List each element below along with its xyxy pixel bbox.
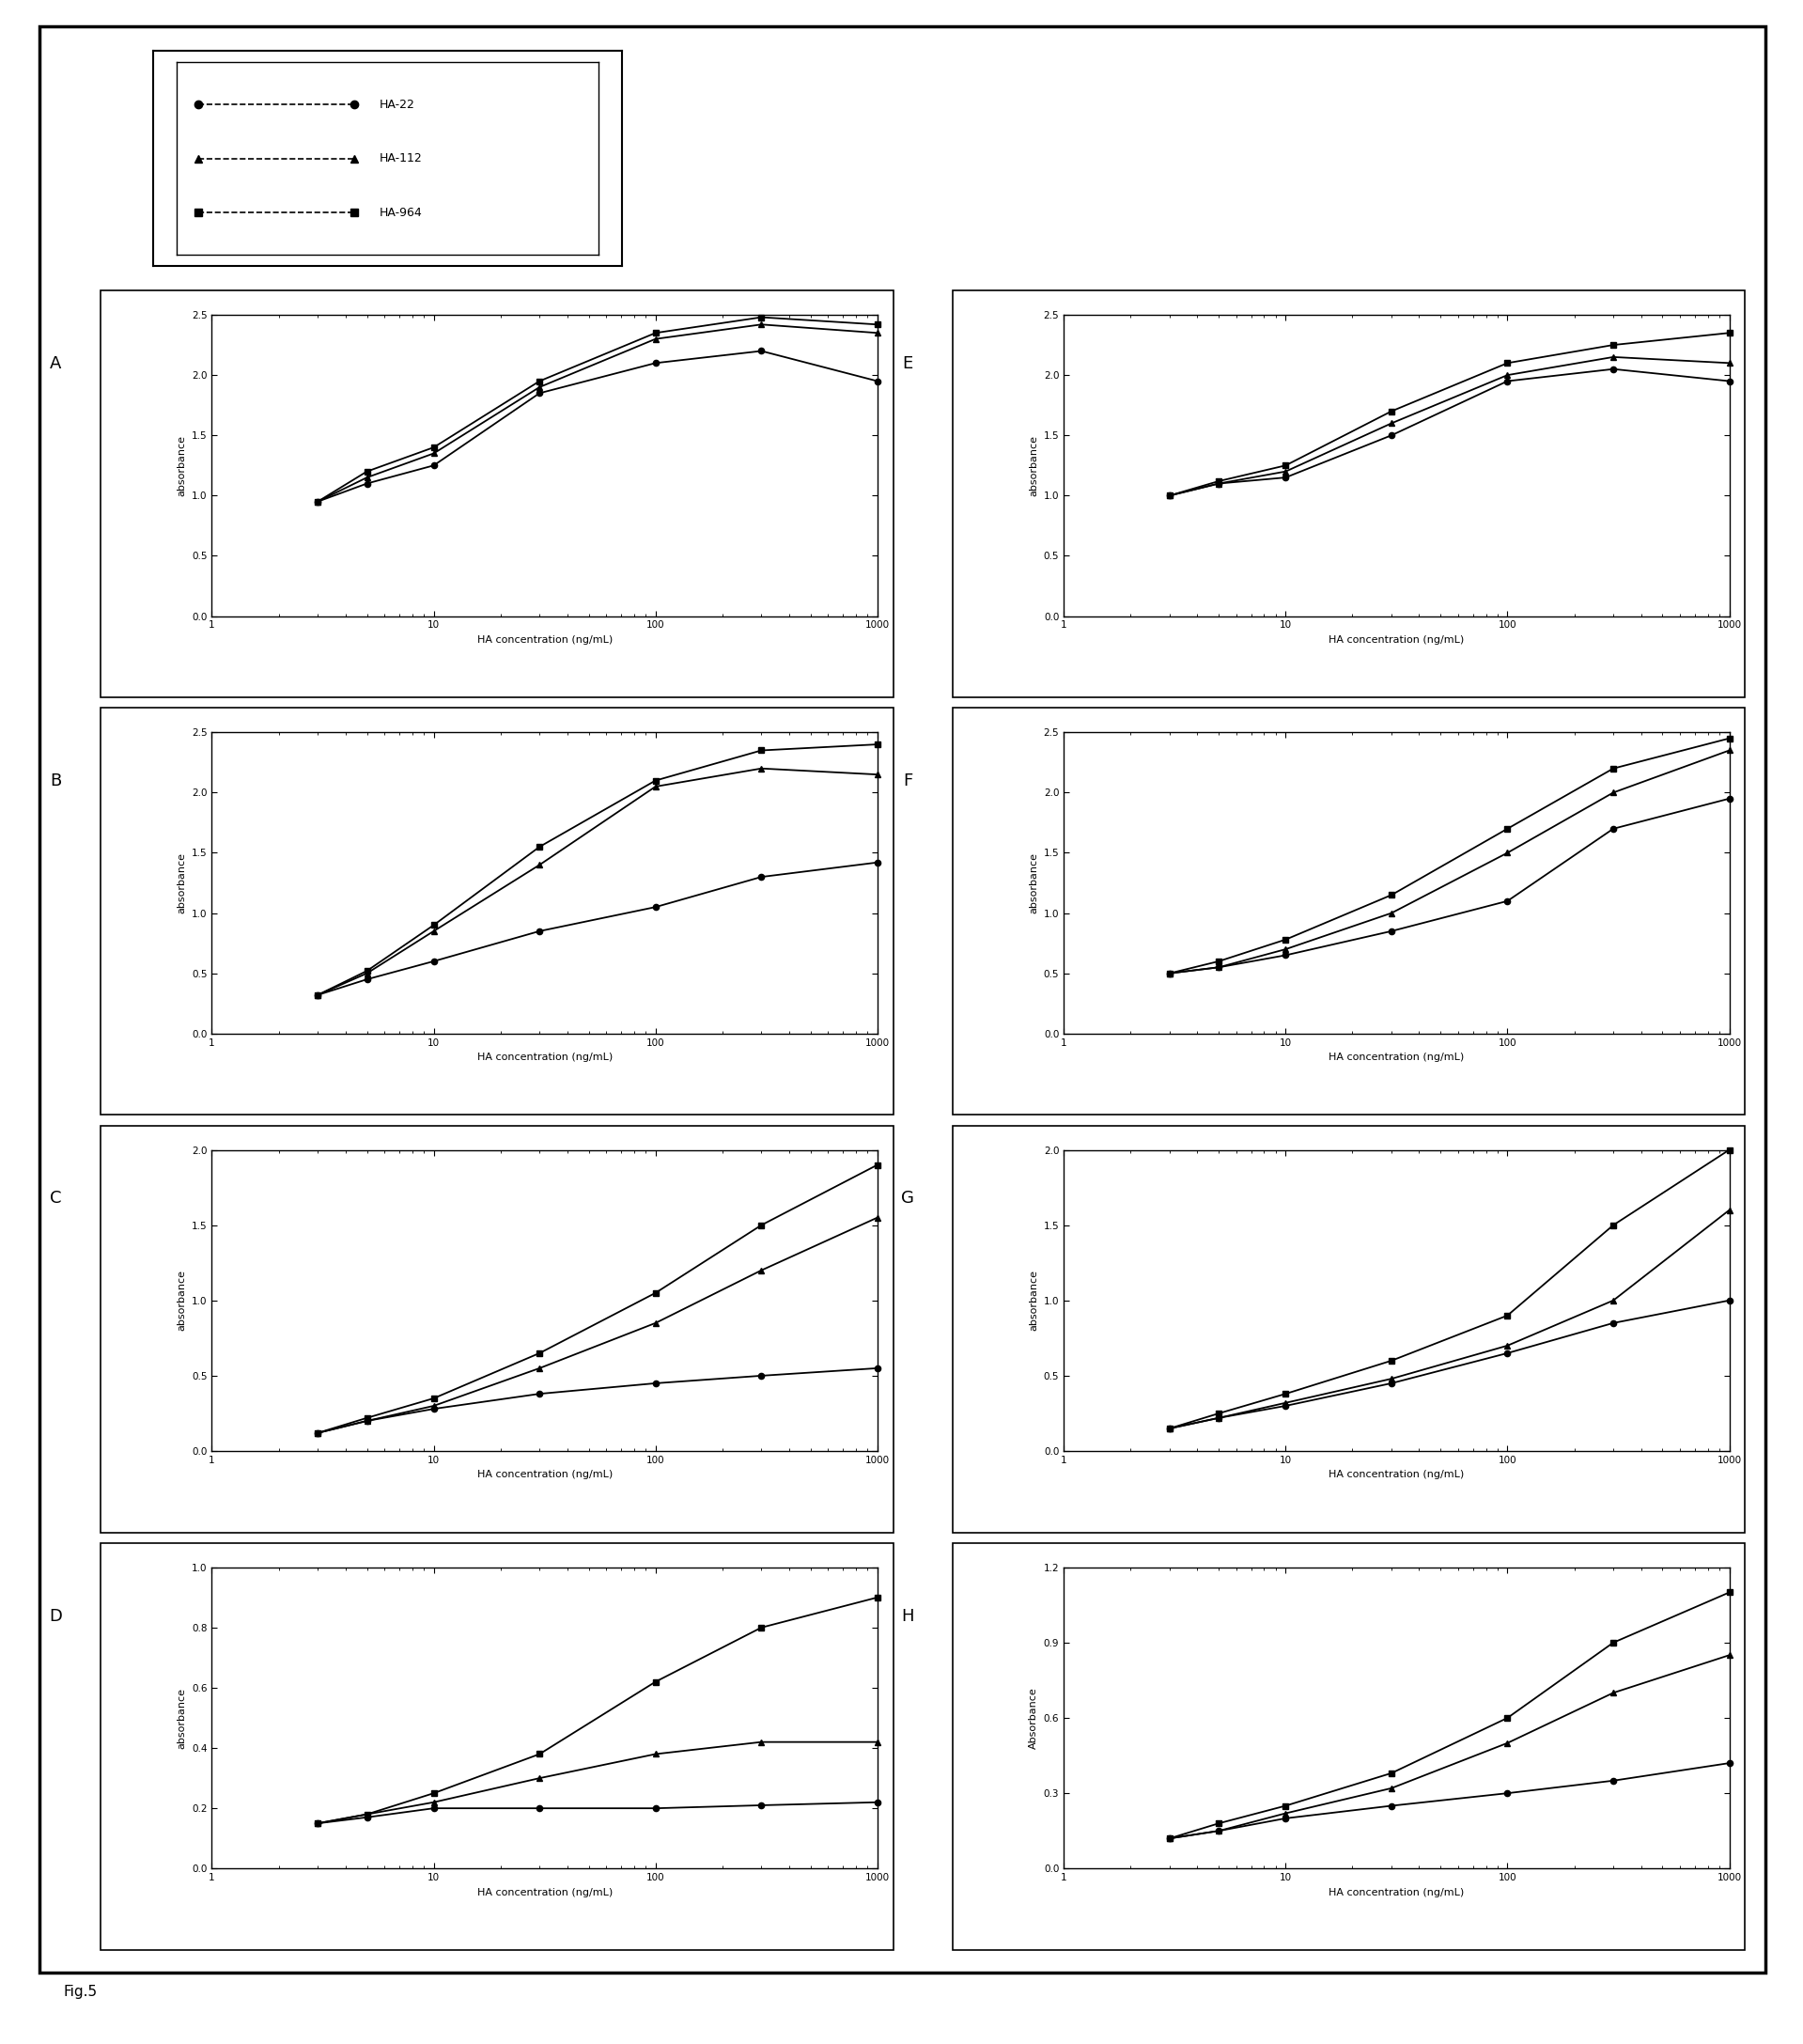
Bar bbox=[101, 1543, 892, 1950]
Y-axis label: absorbance: absorbance bbox=[177, 1269, 186, 1331]
Bar bbox=[952, 1126, 1745, 1533]
X-axis label: HA concentration (ng/mL): HA concentration (ng/mL) bbox=[476, 1053, 613, 1063]
Bar bbox=[952, 1543, 1745, 1950]
Text: Fig.5: Fig.5 bbox=[63, 1985, 97, 1999]
Y-axis label: absorbance: absorbance bbox=[1030, 435, 1039, 497]
X-axis label: HA concentration (ng/mL): HA concentration (ng/mL) bbox=[476, 636, 613, 644]
X-axis label: HA concentration (ng/mL): HA concentration (ng/mL) bbox=[1329, 1889, 1464, 1897]
Y-axis label: absorbance: absorbance bbox=[1030, 1269, 1039, 1331]
X-axis label: HA concentration (ng/mL): HA concentration (ng/mL) bbox=[476, 1889, 613, 1897]
X-axis label: HA concentration (ng/mL): HA concentration (ng/mL) bbox=[476, 1470, 613, 1480]
Text: F: F bbox=[903, 773, 912, 789]
Text: HA-22: HA-22 bbox=[379, 98, 415, 110]
Text: C: C bbox=[50, 1190, 61, 1208]
Bar bbox=[101, 1126, 892, 1533]
Text: D: D bbox=[49, 1609, 63, 1625]
Text: HA-112: HA-112 bbox=[379, 153, 422, 164]
Y-axis label: absorbance: absorbance bbox=[1030, 852, 1039, 914]
Bar bbox=[952, 290, 1745, 697]
Y-axis label: absorbance: absorbance bbox=[177, 852, 186, 914]
Y-axis label: absorbance: absorbance bbox=[177, 435, 186, 497]
Text: G: G bbox=[902, 1190, 914, 1208]
Text: A: A bbox=[50, 356, 61, 372]
Bar bbox=[101, 290, 892, 697]
Bar bbox=[952, 707, 1745, 1114]
X-axis label: HA concentration (ng/mL): HA concentration (ng/mL) bbox=[1329, 636, 1464, 644]
Y-axis label: absorbance: absorbance bbox=[177, 1688, 186, 1748]
X-axis label: HA concentration (ng/mL): HA concentration (ng/mL) bbox=[1329, 1470, 1464, 1480]
X-axis label: HA concentration (ng/mL): HA concentration (ng/mL) bbox=[1329, 1053, 1464, 1063]
Bar bbox=[101, 707, 892, 1114]
Text: E: E bbox=[903, 356, 912, 372]
Text: HA-964: HA-964 bbox=[379, 206, 422, 219]
Text: B: B bbox=[50, 773, 61, 789]
Text: H: H bbox=[902, 1609, 914, 1625]
Y-axis label: Absorbance: Absorbance bbox=[1030, 1686, 1039, 1750]
